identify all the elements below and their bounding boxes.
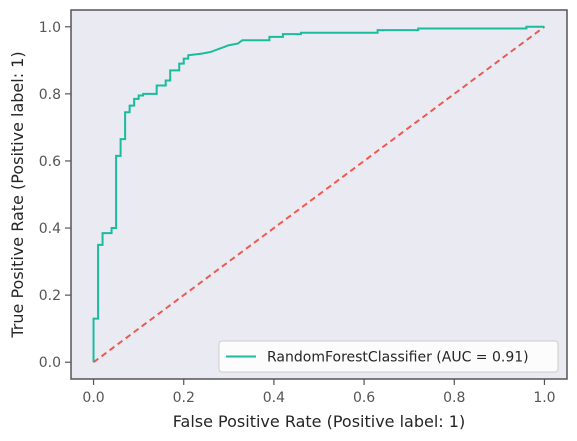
legend-box <box>218 340 559 373</box>
series-layer <box>92 25 546 364</box>
axes-frame <box>70 9 568 380</box>
x-tick-label: 0.0 <box>82 390 104 406</box>
legend-label: RandomForestClassifier (AUC = 0.91) <box>267 350 529 366</box>
y-tick-label: 0.4 <box>39 221 61 237</box>
x-tick-label: 1.0 <box>533 390 555 406</box>
chance-level-line <box>92 25 546 364</box>
y-axis-label: True Positive Rate (Positive label: 1) <box>8 51 27 338</box>
x-axis-label: False Positive Rate (Positive label: 1) <box>173 412 465 431</box>
y-axis-ticks: 0.0 0.2 0.4 0.6 0.8 1.0 <box>39 20 71 371</box>
y-tick-label: 0.2 <box>39 288 61 304</box>
x-tick-label: 0.6 <box>353 390 375 406</box>
y-tick-label: 1.0 <box>39 20 61 36</box>
x-tick-label: 0.2 <box>173 390 195 406</box>
y-tick-label: 0.8 <box>39 87 61 103</box>
x-tick-label: 0.4 <box>263 390 285 406</box>
y-tick-label: 0.6 <box>39 154 61 170</box>
legend: RandomForestClassifier (AUC = 0.91) <box>218 340 559 373</box>
y-tick-label: 0.0 <box>39 355 61 371</box>
roc-curve-line <box>92 25 545 363</box>
x-tick-label: 0.8 <box>443 390 465 406</box>
x-axis-ticks: 0.0 0.2 0.4 0.6 0.8 1.0 <box>82 379 556 406</box>
